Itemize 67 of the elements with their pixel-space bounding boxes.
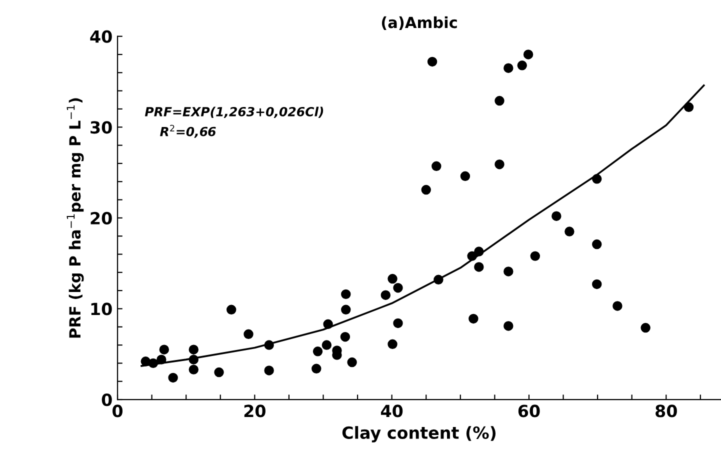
- point: [592, 279, 602, 290]
- x-tick-label: 20: [244, 404, 266, 418]
- point: [467, 251, 477, 261]
- chart-title: (a)Ambic: [382, 16, 457, 30]
- point: [340, 332, 350, 342]
- point: [640, 322, 650, 333]
- point: [432, 161, 442, 172]
- annotation: PRF=EXP(1,263+0,026Cl): [144, 106, 324, 118]
- y-axis-title: PRF (kg P ha$^{−1}$per mg P L$^{−1}$): [66, 98, 84, 338]
- point: [592, 239, 602, 250]
- point: [592, 174, 602, 184]
- point: [504, 321, 514, 331]
- point: [322, 340, 332, 350]
- point: [504, 266, 514, 276]
- y-tick-label: 0: [102, 393, 112, 406]
- point: [684, 102, 694, 112]
- point: [380, 290, 391, 300]
- point: [523, 50, 534, 60]
- point: [530, 251, 540, 261]
- point: [460, 171, 470, 182]
- x-tick-label: 0: [112, 404, 123, 418]
- point: [421, 184, 431, 195]
- point: [264, 340, 274, 350]
- y-tick-label: 20: [90, 212, 112, 224]
- line-series: [140, 84, 705, 367]
- y-tick-label: 40: [90, 30, 112, 43]
- x-tick-label: 60: [518, 404, 540, 418]
- point: [156, 354, 166, 364]
- y-tick-label: 30: [90, 121, 112, 134]
- point: [323, 319, 333, 330]
- point: [159, 344, 170, 354]
- point: [552, 211, 562, 221]
- x-axis-title: Clay content (%): [342, 426, 496, 442]
- point: [188, 364, 199, 374]
- point: [564, 226, 574, 236]
- x-tick-label: 80: [656, 404, 677, 418]
- point: [168, 372, 178, 383]
- point: [504, 63, 514, 73]
- point: [226, 304, 236, 314]
- point: [148, 358, 158, 368]
- point: [494, 96, 504, 106]
- point: [517, 60, 527, 70]
- point: [434, 274, 444, 285]
- point: [244, 329, 254, 340]
- x-tick-label: 40: [380, 404, 403, 418]
- point: [474, 246, 484, 256]
- point: [393, 282, 403, 293]
- point: [612, 301, 622, 311]
- point: [341, 304, 351, 314]
- point: [341, 289, 351, 300]
- point: [494, 159, 504, 170]
- point: [188, 344, 199, 354]
- point: [427, 56, 438, 67]
- y-tick-label: 10: [91, 302, 112, 316]
- point: [468, 314, 478, 324]
- point: [393, 318, 403, 328]
- point: [312, 346, 323, 356]
- point: [188, 354, 199, 364]
- point: [214, 367, 224, 378]
- annotation: R$^{2}$=0,66: [160, 124, 216, 138]
- point: [312, 364, 322, 374]
- point: [388, 339, 398, 349]
- point: [474, 262, 484, 272]
- point: [264, 366, 274, 376]
- point: [347, 357, 357, 368]
- point: [388, 274, 398, 284]
- point: [140, 356, 150, 366]
